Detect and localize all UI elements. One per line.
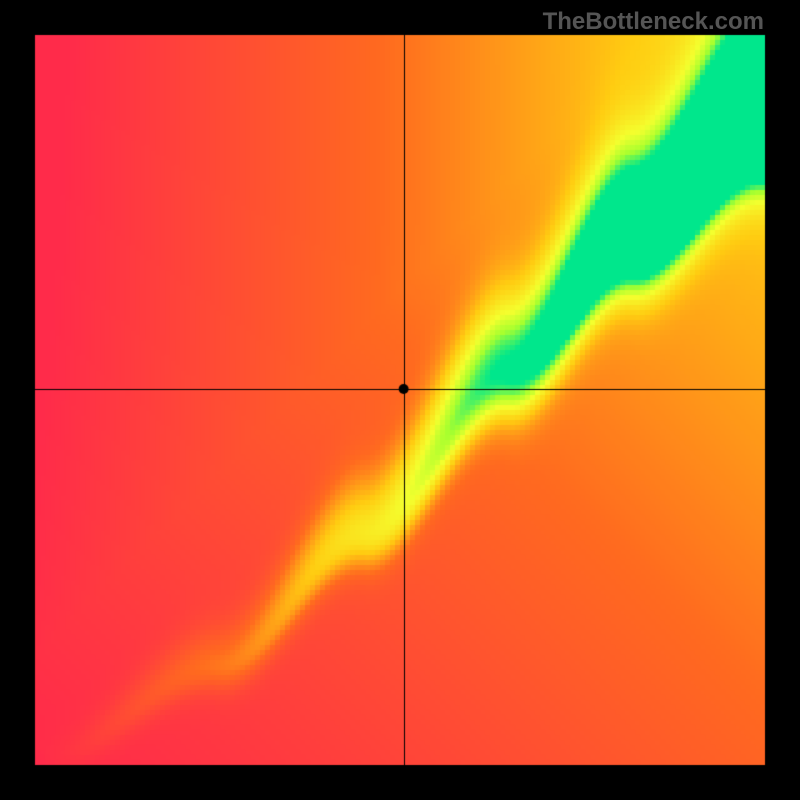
bottleneck-heatmap	[0, 0, 800, 800]
watermark-text: TheBottleneck.com	[543, 8, 764, 36]
